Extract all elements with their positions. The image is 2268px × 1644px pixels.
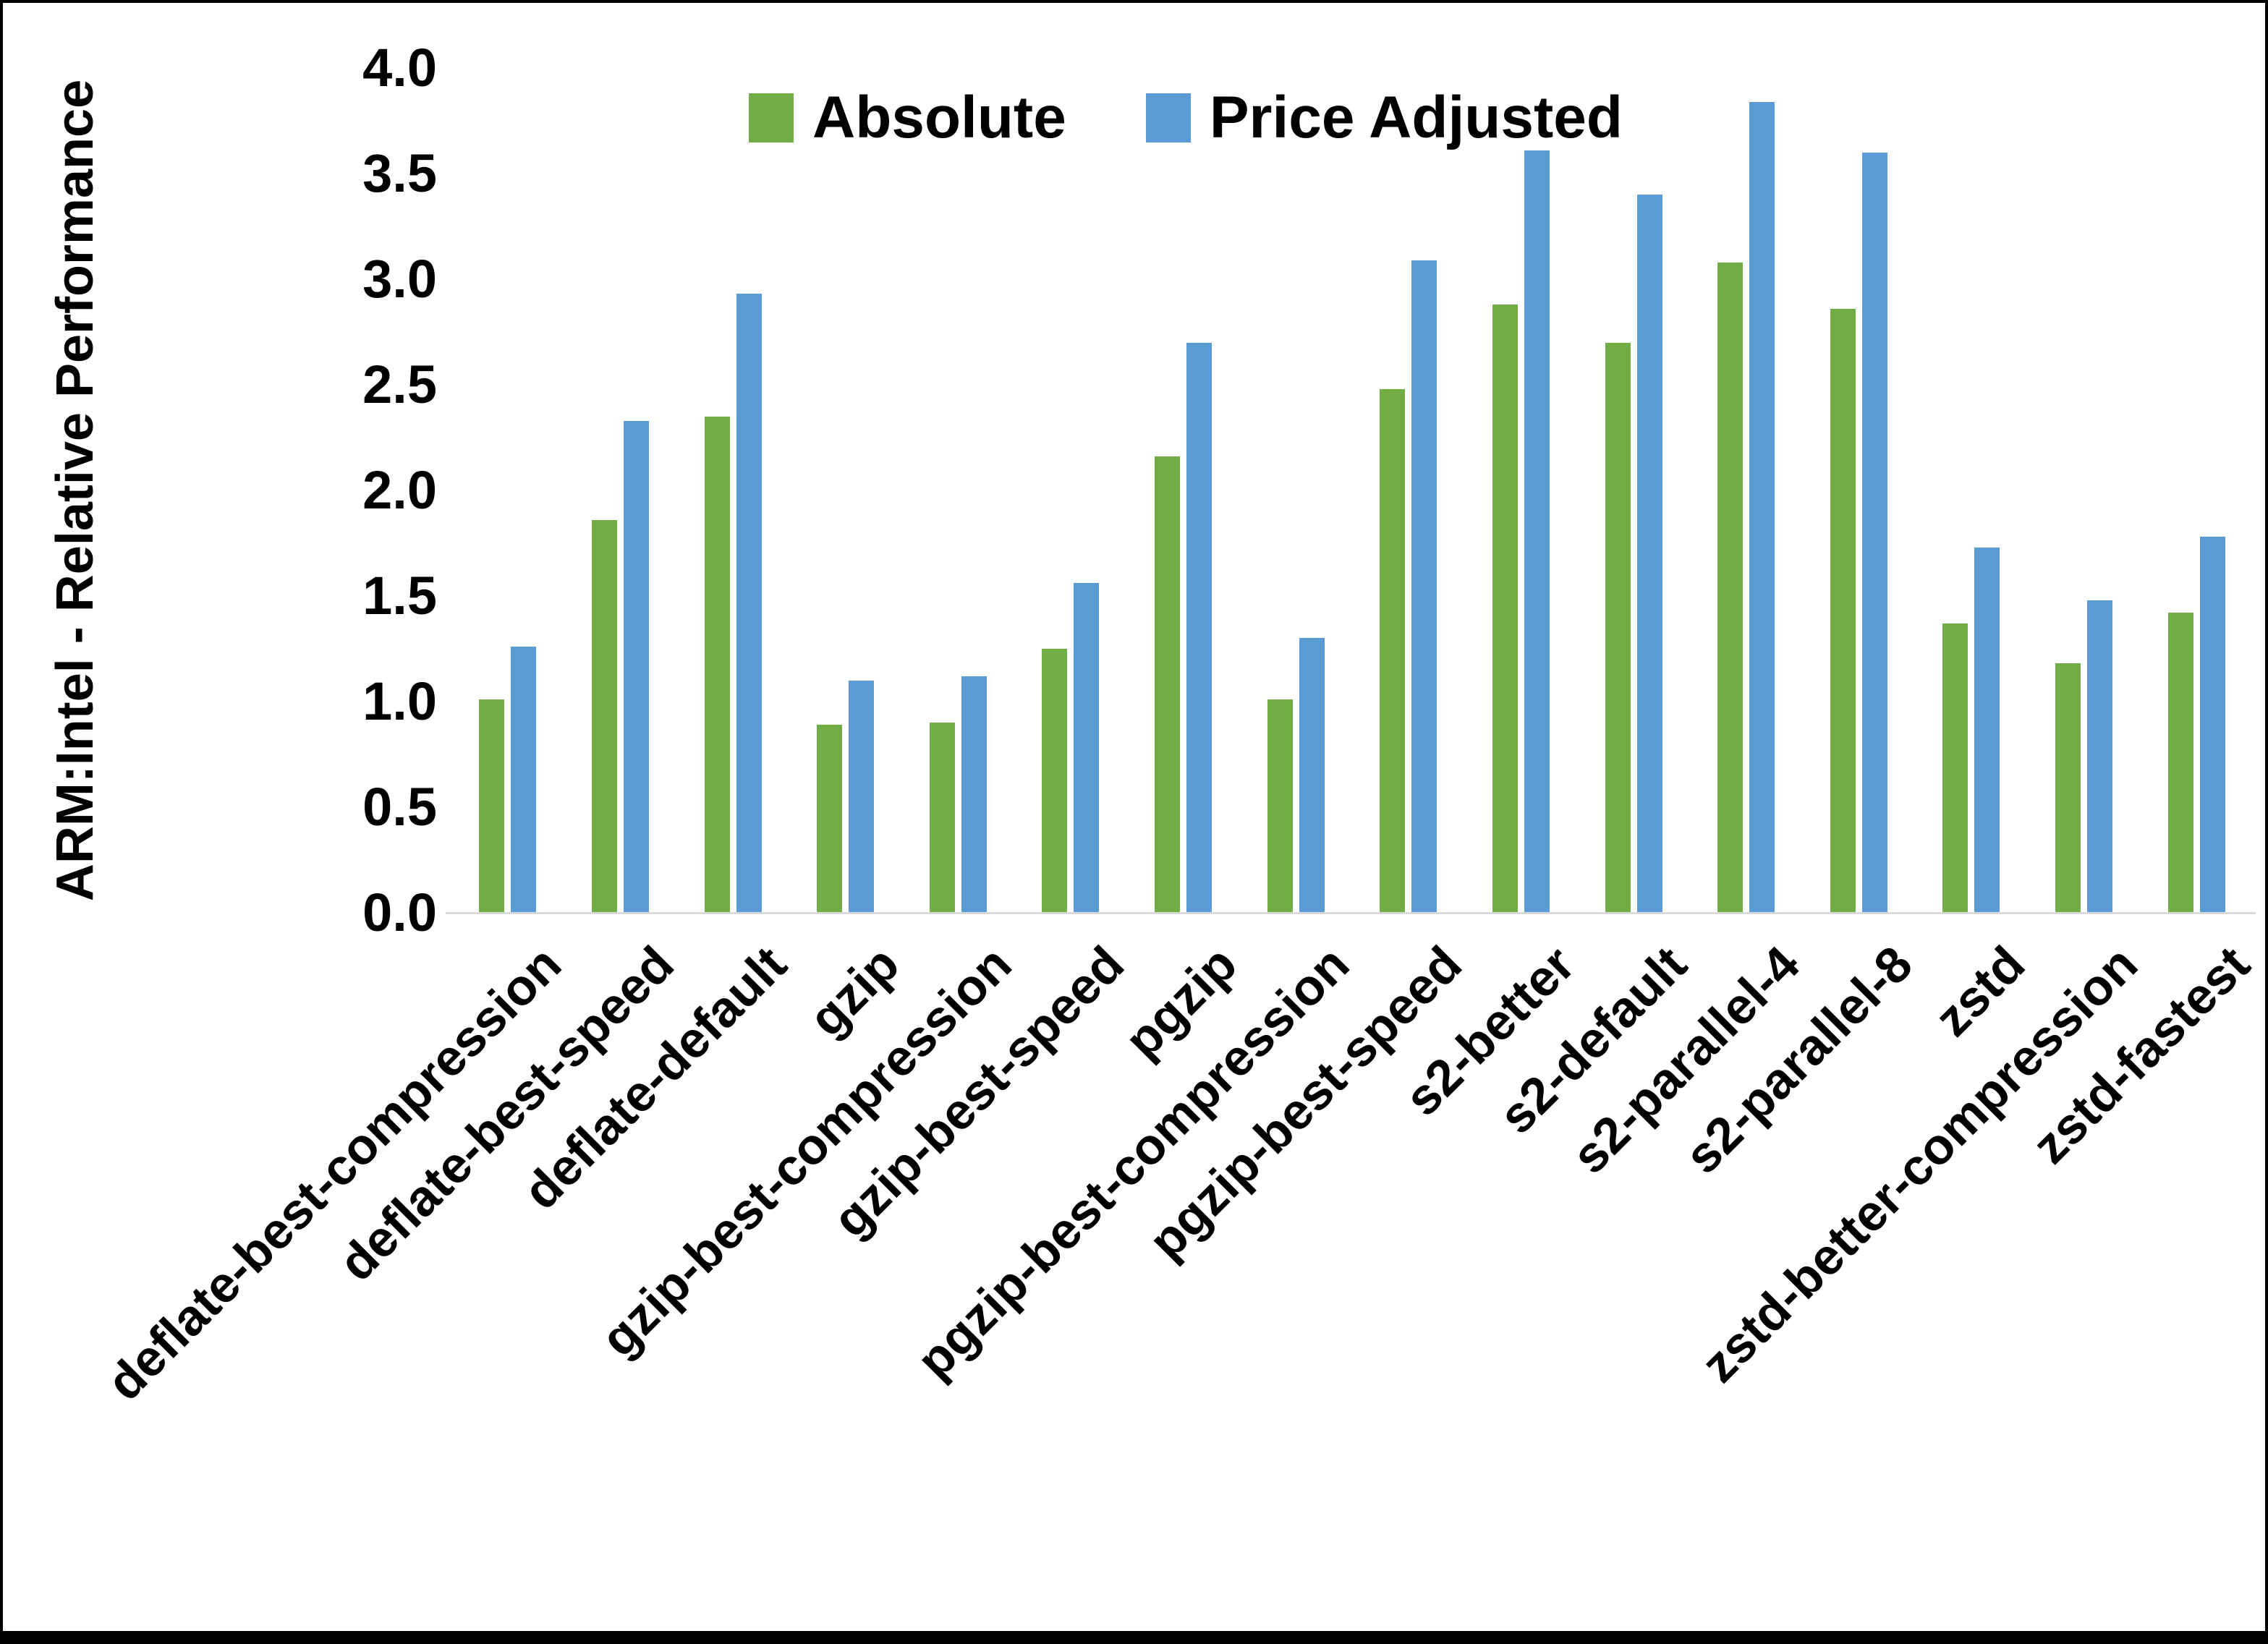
y-tick-label: 3.0 (362, 249, 437, 309)
bar-group (676, 68, 789, 913)
legend-swatch-price-adjusted (1145, 93, 1191, 142)
legend-swatch-absolute (749, 93, 794, 142)
bar-price-adjusted (961, 676, 987, 913)
legend-item-price-adjusted: Price Adjusted (1145, 85, 1623, 150)
x-axis-line (446, 912, 2256, 914)
bar-group (789, 68, 902, 913)
legend-label-price-adjusted: Price Adjusted (1209, 85, 1623, 150)
bar-absolute (1830, 308, 1856, 913)
bar-absolute (1492, 304, 1518, 913)
bar-price-adjusted (2087, 600, 2113, 913)
bar-group (1690, 68, 1803, 913)
bar-group (1577, 68, 1690, 913)
bar-group (1014, 68, 1127, 913)
y-tick-label: 2.0 (362, 460, 437, 520)
bar-absolute (1380, 388, 1406, 913)
y-axis-title: ARM:Intel - Relative Performance (46, 79, 104, 902)
y-tick-label: 4.0 (362, 38, 437, 98)
bar-absolute (591, 519, 617, 913)
bar-group (1127, 68, 1240, 913)
bar-price-adjusted (736, 294, 762, 913)
plot-area (451, 68, 2253, 913)
bar-price-adjusted (623, 420, 649, 913)
y-tick-label: 1.0 (362, 671, 437, 731)
bar-price-adjusted (1524, 150, 1550, 913)
legend: Absolute Price Adjusted (749, 88, 1623, 148)
bar-group (1465, 68, 1578, 913)
y-tick-label: 0.5 (362, 777, 437, 837)
bar-absolute (704, 416, 730, 913)
bar-price-adjusted (1411, 260, 1437, 913)
legend-label-absolute: Absolute (812, 85, 1066, 150)
bar-absolute (1267, 699, 1293, 913)
bar-absolute (929, 723, 955, 913)
bar-group (1239, 68, 1352, 913)
bar-group (564, 68, 677, 913)
bar-price-adjusted (2199, 537, 2225, 913)
bar-group (1803, 68, 1916, 913)
bar-price-adjusted (1074, 583, 1100, 913)
bar-group (1915, 68, 2028, 913)
bar-price-adjusted (1636, 195, 1662, 913)
bar-price-adjusted (1749, 101, 1775, 913)
bar-absolute (2055, 663, 2081, 913)
y-tick-label: 3.5 (362, 143, 437, 203)
y-tick-label: 0.0 (362, 882, 437, 942)
bar-group (902, 68, 1015, 913)
bar-price-adjusted (1299, 638, 1325, 913)
bar-price-adjusted (511, 647, 537, 913)
bar-absolute (1717, 262, 1744, 913)
bar-price-adjusted (849, 680, 875, 913)
bar-group (2140, 68, 2253, 913)
bar-price-adjusted (1974, 547, 2000, 913)
bar-absolute (1155, 456, 1181, 913)
bar-group (1352, 68, 1465, 913)
bar-group (2028, 68, 2141, 913)
bar-absolute (1605, 342, 1631, 913)
legend-item-absolute: Absolute (749, 88, 1066, 148)
y-tick-label: 2.5 (362, 354, 437, 414)
bar-absolute (2167, 613, 2193, 913)
bar-absolute (817, 725, 843, 913)
bar-price-adjusted (1861, 152, 1887, 913)
bar-absolute (479, 699, 505, 913)
y-tick-label: 1.5 (362, 566, 437, 626)
bar-absolute (1942, 623, 1968, 913)
x-axis-label: deflate-best-compression (95, 935, 572, 1411)
bar-absolute (1042, 649, 1068, 913)
bar-price-adjusted (1186, 342, 1212, 913)
bar-group (451, 68, 564, 913)
